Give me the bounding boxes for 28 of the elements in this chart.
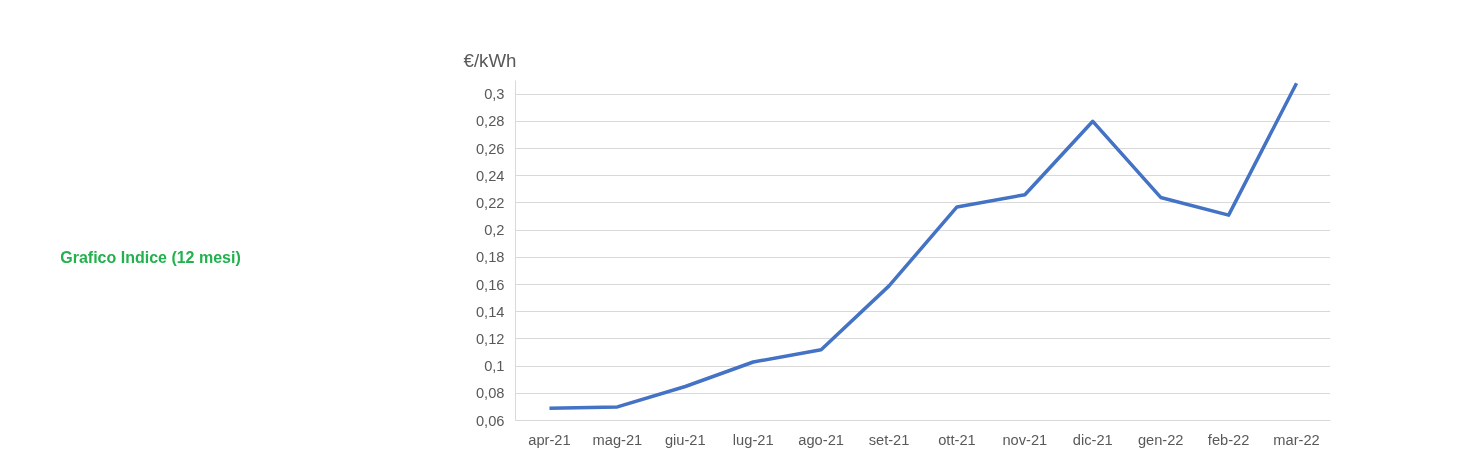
y-tick-label: 0,1 bbox=[484, 358, 505, 375]
y-tick-label: 0,12 bbox=[475, 330, 505, 347]
y-tick-label: 0,08 bbox=[475, 385, 505, 402]
x-tick-label: gen-22 bbox=[1137, 431, 1184, 448]
x-tick-label: dic-21 bbox=[1072, 431, 1113, 448]
x-tick-label: ott-21 bbox=[938, 431, 976, 448]
y-tick-label: 0,16 bbox=[475, 276, 505, 293]
text: Grafico Indice (12 mesi) bbox=[60, 248, 241, 266]
x-tick-label: giu-21 bbox=[664, 431, 706, 448]
y-tick-label: 0,06 bbox=[475, 412, 505, 429]
x-tick-label: apr-21 bbox=[528, 431, 571, 448]
y-tick-label: 0,28 bbox=[475, 113, 505, 130]
x-tick-label: set-21 bbox=[868, 431, 910, 448]
y-tick-label: 0,24 bbox=[475, 167, 505, 184]
x-tick-label: lug-21 bbox=[732, 431, 774, 448]
x-tick-label: nov-21 bbox=[1002, 431, 1048, 448]
line-series bbox=[547, 81, 1299, 411]
y-axis-title: €/kWh bbox=[463, 49, 517, 71]
y-tick-label: 0,3 bbox=[484, 86, 505, 103]
y-tick-label: 0,2 bbox=[484, 222, 505, 239]
y-tick-label: 0,18 bbox=[475, 249, 505, 266]
y-tick-label: 0,22 bbox=[475, 194, 505, 211]
x-tick-label: feb-22 bbox=[1207, 431, 1250, 448]
x-tick-label: mar-22 bbox=[1273, 431, 1320, 448]
x-tick-label: ago-21 bbox=[798, 431, 844, 448]
x-tick-label: mag-21 bbox=[592, 431, 643, 448]
y-tick-label: 0,26 bbox=[475, 140, 505, 157]
y-tick-label: 0,14 bbox=[475, 303, 505, 320]
